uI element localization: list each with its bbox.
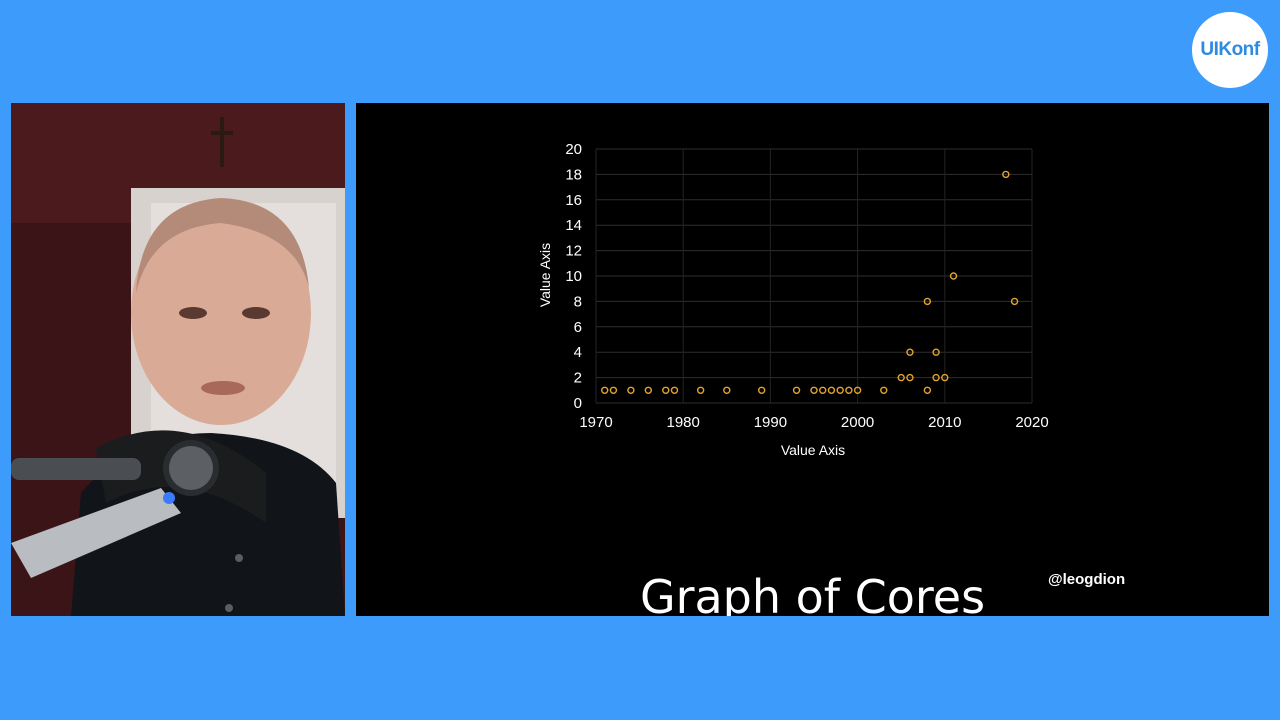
scatter-point bbox=[644, 386, 653, 394]
scatter-point bbox=[880, 386, 888, 394]
scatter-point bbox=[670, 386, 679, 394]
scatter-point bbox=[819, 386, 827, 394]
y-tick-label: 0 bbox=[574, 395, 582, 412]
x-tick-label: 2000 bbox=[841, 414, 874, 431]
scatter-point bbox=[810, 386, 818, 394]
scatter-point bbox=[696, 386, 705, 394]
scatter-point bbox=[845, 386, 853, 394]
scatter-point bbox=[827, 386, 836, 394]
scatter-point bbox=[609, 386, 618, 394]
y-axis-label: Value Axis bbox=[537, 243, 553, 307]
uikonf-logo: UIKonf bbox=[1192, 12, 1268, 88]
y-tick-label: 18 bbox=[565, 166, 582, 183]
scatter-point bbox=[627, 386, 635, 394]
x-tick-label: 1990 bbox=[754, 414, 787, 431]
scatter-point bbox=[723, 386, 731, 394]
scatter-point bbox=[906, 373, 914, 382]
logo-text: UIKonf bbox=[1200, 39, 1260, 60]
scatter-point bbox=[662, 386, 670, 394]
speaker-webcam-video bbox=[11, 103, 345, 616]
twitter-handle: @leogdion bbox=[1048, 571, 1126, 588]
y-tick-label: 10 bbox=[565, 268, 582, 285]
scatter-point bbox=[853, 386, 862, 394]
x-tick-label: 1970 bbox=[579, 414, 612, 431]
scatter-point bbox=[923, 386, 932, 394]
y-tick-label: 2 bbox=[574, 370, 582, 387]
x-axis-label: Value Axis bbox=[781, 442, 845, 458]
scatter-point bbox=[906, 348, 914, 356]
scatter-point bbox=[601, 386, 609, 394]
y-tick-label: 6 bbox=[574, 319, 582, 336]
y-tick-label: 4 bbox=[574, 344, 582, 361]
scatter-point bbox=[836, 386, 844, 394]
y-tick-label: 12 bbox=[565, 243, 582, 260]
y-tick-label: 8 bbox=[574, 293, 582, 310]
scatter-point bbox=[792, 386, 801, 394]
y-tick-label: 16 bbox=[565, 192, 582, 209]
scatter-point bbox=[757, 386, 766, 394]
y-tick-label: 20 bbox=[565, 141, 582, 158]
scatter-point bbox=[949, 272, 958, 280]
scatter-point bbox=[941, 373, 949, 382]
scatter-point bbox=[923, 297, 932, 306]
scatter-point bbox=[897, 373, 905, 382]
slide-title: Graph of Cores bbox=[639, 570, 986, 616]
x-tick-label: 2020 bbox=[1015, 414, 1048, 431]
webcam-frame-image bbox=[11, 103, 345, 616]
y-tick-label: 14 bbox=[565, 217, 582, 234]
x-tick-label: 1980 bbox=[667, 414, 700, 431]
presentation-slide: 0 2 4 6 8 10 12 14 16 18 20 1970 1980 1990 2000 2010 202… bbox=[356, 103, 1269, 616]
cores-scatter-chart: 0 2 4 6 8 10 12 14 16 18 20 1970 1980 1990 2000 2010 202… bbox=[537, 141, 1049, 458]
scatter-point bbox=[1002, 170, 1010, 179]
scatter-point bbox=[932, 348, 940, 356]
x-tick-label: 2010 bbox=[928, 414, 961, 431]
scatter-point bbox=[1010, 297, 1019, 306]
scatter-point bbox=[932, 373, 940, 382]
